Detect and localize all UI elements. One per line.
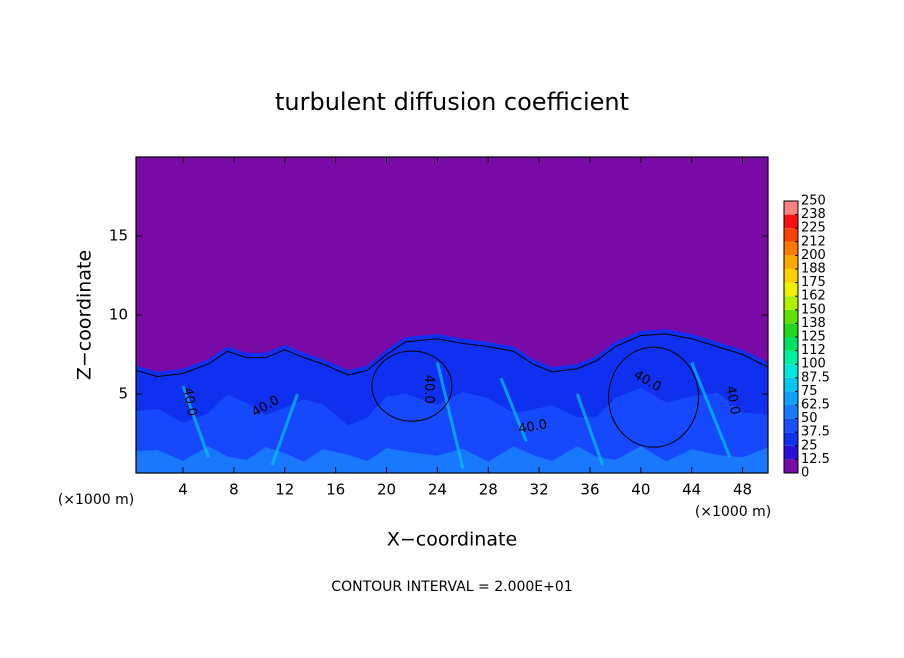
colorbar-band bbox=[784, 364, 798, 378]
contour-line bbox=[371, 350, 453, 422]
x-tick-label: 8 bbox=[229, 481, 239, 499]
colorbar-label: 250 bbox=[801, 194, 826, 209]
colorbar-label: 112 bbox=[801, 343, 826, 358]
colorbar-band bbox=[784, 405, 798, 419]
colorbar-band bbox=[784, 391, 798, 405]
colorbar-band bbox=[784, 282, 798, 297]
colorbar-label: 212 bbox=[801, 234, 826, 249]
y-tick-label: 5 bbox=[118, 385, 128, 403]
colorbar-label: 238 bbox=[801, 207, 826, 222]
x-tick-label: 12 bbox=[275, 481, 294, 499]
colorbar-label: 200 bbox=[801, 248, 826, 263]
colorbar-label: 175 bbox=[801, 275, 826, 290]
colorbar-band bbox=[784, 418, 798, 433]
colorbar-label: 50 bbox=[801, 411, 818, 426]
colorbar-band bbox=[784, 445, 798, 460]
colorbar-band bbox=[784, 255, 798, 269]
x-tick-label: 36 bbox=[580, 481, 599, 499]
streak bbox=[575, 393, 605, 466]
x-tick-label: 40 bbox=[631, 481, 650, 499]
colorbar-label: 150 bbox=[801, 302, 826, 317]
contour-label: 40.0 bbox=[517, 417, 548, 437]
x-tick-label: 16 bbox=[326, 481, 345, 499]
contour-label: 40.0 bbox=[180, 386, 200, 417]
colorbar-band bbox=[784, 323, 798, 337]
x-tick-label: 24 bbox=[428, 481, 447, 499]
y-tick-label: 10 bbox=[109, 306, 128, 324]
streak bbox=[270, 393, 299, 466]
contour-label: 40.0 bbox=[722, 385, 742, 416]
colorbar-band bbox=[784, 350, 798, 365]
colorbar-band bbox=[784, 201, 798, 215]
y-axis-label: Z−coordinate bbox=[74, 250, 96, 380]
colorbar-band bbox=[784, 269, 798, 283]
colorbar-label: 225 bbox=[801, 221, 826, 236]
x-tick-label: 32 bbox=[530, 481, 549, 499]
colorbar-band bbox=[784, 214, 798, 229]
colorbar-label: 12.5 bbox=[801, 452, 830, 467]
x-tick-label: 20 bbox=[377, 481, 396, 499]
x-tick-label: 44 bbox=[682, 481, 701, 499]
layer-bottom bbox=[136, 446, 768, 473]
colorbar-band bbox=[784, 459, 798, 473]
colorbar-label: 0 bbox=[801, 466, 809, 481]
x-unit: (×1000 m) bbox=[695, 504, 771, 520]
y-tick-label: 15 bbox=[109, 227, 128, 245]
contour-line bbox=[135, 333, 769, 378]
contour-label: 40.0 bbox=[421, 375, 436, 404]
colorbar-label: 162 bbox=[801, 289, 826, 304]
x-tick-label: 48 bbox=[733, 481, 752, 499]
colorbar-band bbox=[784, 377, 798, 392]
colorbar-label: 100 bbox=[801, 357, 826, 372]
streak bbox=[690, 361, 732, 458]
contour-line bbox=[608, 346, 700, 448]
colorbar-band bbox=[784, 241, 798, 256]
colorbar-label: 75 bbox=[801, 384, 818, 399]
colorbar-band bbox=[784, 296, 798, 310]
colorbar-label: 87.5 bbox=[801, 370, 830, 385]
colorbar-label: 25 bbox=[801, 438, 818, 453]
colorbar-label: 62.5 bbox=[801, 398, 830, 413]
streak bbox=[435, 362, 465, 469]
colorbar-label: 138 bbox=[801, 316, 826, 331]
colorbar-band bbox=[784, 337, 798, 351]
colorbar-label: 188 bbox=[801, 262, 826, 277]
x-axis-label: X−coordinate bbox=[387, 529, 517, 551]
colorbar-band bbox=[784, 228, 798, 242]
footer: CONTOUR INTERVAL = 2.000E+01 bbox=[331, 579, 572, 595]
colorbar-label: 37.5 bbox=[801, 425, 830, 440]
colorbar-label: 125 bbox=[801, 330, 826, 345]
colorbar-band bbox=[784, 432, 798, 446]
chart-title: turbulent diffusion coefficient bbox=[275, 88, 629, 116]
y-unit: (×1000 m) bbox=[58, 492, 134, 508]
x-tick-label: 28 bbox=[479, 481, 498, 499]
streak bbox=[181, 385, 210, 458]
colorbar-band bbox=[784, 309, 798, 324]
streak bbox=[499, 377, 528, 442]
x-tick-label: 4 bbox=[178, 481, 188, 499]
